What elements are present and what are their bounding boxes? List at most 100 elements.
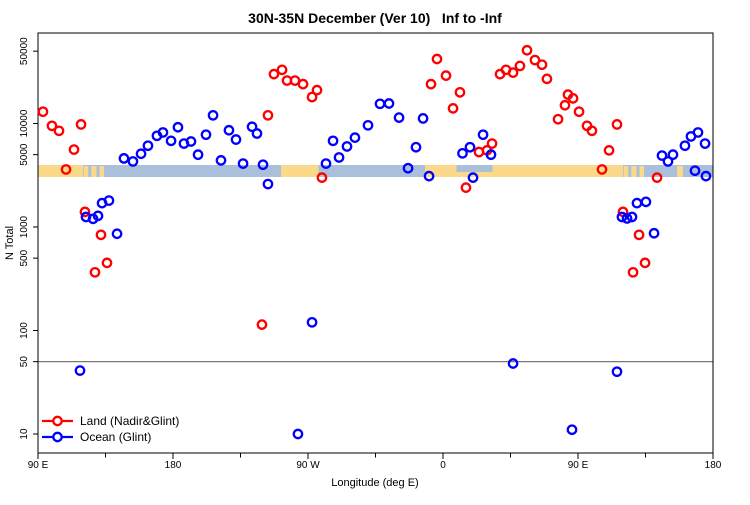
data-point-ocean <box>246 121 258 133</box>
data-point-ocean <box>566 424 578 436</box>
map-band-segment <box>113 165 281 177</box>
legend-marker <box>52 431 63 443</box>
map-band-segment <box>38 165 83 177</box>
legend-label: Ocean (Glint) <box>80 430 151 444</box>
data-point-ocean <box>320 158 332 169</box>
data-point-land <box>37 106 49 118</box>
data-point-land <box>75 119 87 130</box>
data-point-ocean <box>223 124 235 136</box>
y-tick-label: 50 <box>19 356 30 368</box>
data-point-land <box>68 144 80 155</box>
data-point-ocean <box>689 165 701 177</box>
x-tick-label: 90 E <box>28 460 49 471</box>
data-point-land <box>256 319 268 330</box>
data-point-ocean <box>165 135 177 147</box>
data-point-ocean <box>157 127 169 138</box>
data-point-land <box>536 59 548 71</box>
plot-frame <box>37 32 714 454</box>
data-point-ocean <box>464 141 476 153</box>
map-band-island-patch <box>99 166 104 177</box>
y-tick-label: 50000 <box>19 37 30 65</box>
y-tick-label: 5000 <box>19 143 30 166</box>
data-point-land <box>596 164 608 175</box>
data-point-ocean <box>410 141 422 153</box>
data-point-ocean <box>327 135 339 147</box>
data-point-land <box>425 78 437 90</box>
data-point-ocean <box>103 195 115 206</box>
x-tick-label: 180 <box>705 460 722 471</box>
data-point-ocean <box>611 366 623 378</box>
data-point-ocean <box>172 121 184 133</box>
map-band-island-patch <box>677 166 683 177</box>
data-point-land <box>262 109 274 121</box>
data-point-land <box>529 54 541 66</box>
x-tick-label: 0 <box>440 460 446 471</box>
data-point-ocean <box>292 428 304 440</box>
data-point-land <box>486 138 498 149</box>
y-tick-label: 10000 <box>19 109 30 137</box>
data-point-land <box>567 92 579 104</box>
data-point-ocean <box>142 140 154 152</box>
data-point-land <box>581 120 593 132</box>
data-point-land <box>431 53 443 65</box>
data-point-ocean <box>616 211 628 223</box>
data-point-land <box>447 103 459 114</box>
data-point-land <box>454 86 466 98</box>
y-tick-label: 10 <box>19 428 30 440</box>
data-point-land <box>507 67 519 78</box>
map-band-segment <box>83 165 113 177</box>
data-point-ocean <box>135 148 147 160</box>
x-tick-label: 180 <box>165 460 182 471</box>
data-point-land <box>633 229 645 241</box>
data-point-land <box>541 73 553 85</box>
data-point-ocean <box>207 109 219 121</box>
data-point-ocean <box>257 159 269 171</box>
y-tick-label: 100 <box>19 322 30 339</box>
data-point-ocean <box>507 358 519 369</box>
chart-title: 30N-35N December (Ver 10) Inf to -Inf <box>248 10 502 26</box>
legend-label: Land (Nadir&Glint) <box>80 414 179 428</box>
data-point-land <box>559 99 571 111</box>
x-axis-label: Longitude (deg E) <box>331 477 418 489</box>
data-point-land <box>603 145 615 156</box>
data-point-land <box>573 106 585 118</box>
data-point-land <box>651 172 663 183</box>
axes: 90 E 180 90 W 0 90 E 180 10 50 100 500 1000 5000 100… <box>19 32 722 471</box>
data-point-ocean <box>699 138 711 149</box>
data-point-ocean <box>185 136 197 147</box>
y-tick-label: 1000 <box>19 215 30 238</box>
data-point-land <box>60 164 72 175</box>
x-tick-label: 90 W <box>296 460 320 471</box>
data-point-ocean <box>118 153 130 164</box>
data-point-land <box>440 70 452 81</box>
data-point-ocean <box>383 98 395 109</box>
data-point-ocean <box>477 129 489 141</box>
data-point-ocean <box>262 178 274 190</box>
x-tick-label: 90 E <box>568 460 589 471</box>
data-point-ocean <box>192 149 204 161</box>
data-point-ocean <box>626 211 638 223</box>
data-point-land <box>46 120 58 132</box>
y-axis-label: N Total <box>4 226 16 260</box>
data-point-land <box>297 78 309 90</box>
data-point-land <box>521 44 533 56</box>
data-point-land <box>586 125 598 137</box>
data-point-ocean <box>485 149 497 161</box>
data-point-ocean <box>333 152 345 163</box>
data-point-ocean <box>111 228 123 240</box>
data-point-land <box>611 119 623 130</box>
data-point-ocean <box>74 365 86 376</box>
map-band-island-patch <box>631 166 637 177</box>
map-band <box>38 165 713 177</box>
map-band-sea-notch <box>456 165 493 172</box>
data-point-ocean <box>631 197 643 209</box>
map-band-island-patch <box>83 166 89 177</box>
data-point-ocean <box>127 156 139 167</box>
data-point-ocean <box>237 158 249 169</box>
data-point-ocean <box>679 140 691 152</box>
data-point-ocean <box>423 170 435 182</box>
data-point-land <box>639 257 651 269</box>
data-point-land <box>311 84 323 96</box>
data-points <box>37 44 712 440</box>
